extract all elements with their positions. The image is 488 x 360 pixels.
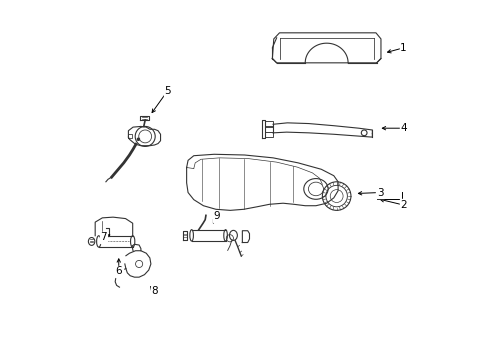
- Ellipse shape: [189, 230, 193, 241]
- Circle shape: [137, 138, 139, 140]
- Ellipse shape: [303, 179, 327, 199]
- Text: 6: 6: [115, 266, 122, 276]
- Ellipse shape: [229, 230, 237, 240]
- Text: 4: 4: [399, 123, 406, 133]
- Ellipse shape: [130, 236, 135, 247]
- Text: 1: 1: [399, 43, 406, 53]
- Ellipse shape: [308, 182, 323, 196]
- Text: 7: 7: [100, 232, 106, 242]
- Text: 9: 9: [213, 211, 220, 221]
- Text: 2: 2: [399, 200, 406, 210]
- Bar: [264, 132, 272, 137]
- Ellipse shape: [88, 238, 95, 246]
- Text: 3: 3: [376, 188, 383, 198]
- Ellipse shape: [224, 230, 227, 241]
- Bar: [264, 127, 272, 132]
- Ellipse shape: [97, 236, 101, 247]
- Bar: [264, 121, 272, 126]
- Text: 8: 8: [151, 287, 158, 296]
- Text: 5: 5: [164, 86, 171, 96]
